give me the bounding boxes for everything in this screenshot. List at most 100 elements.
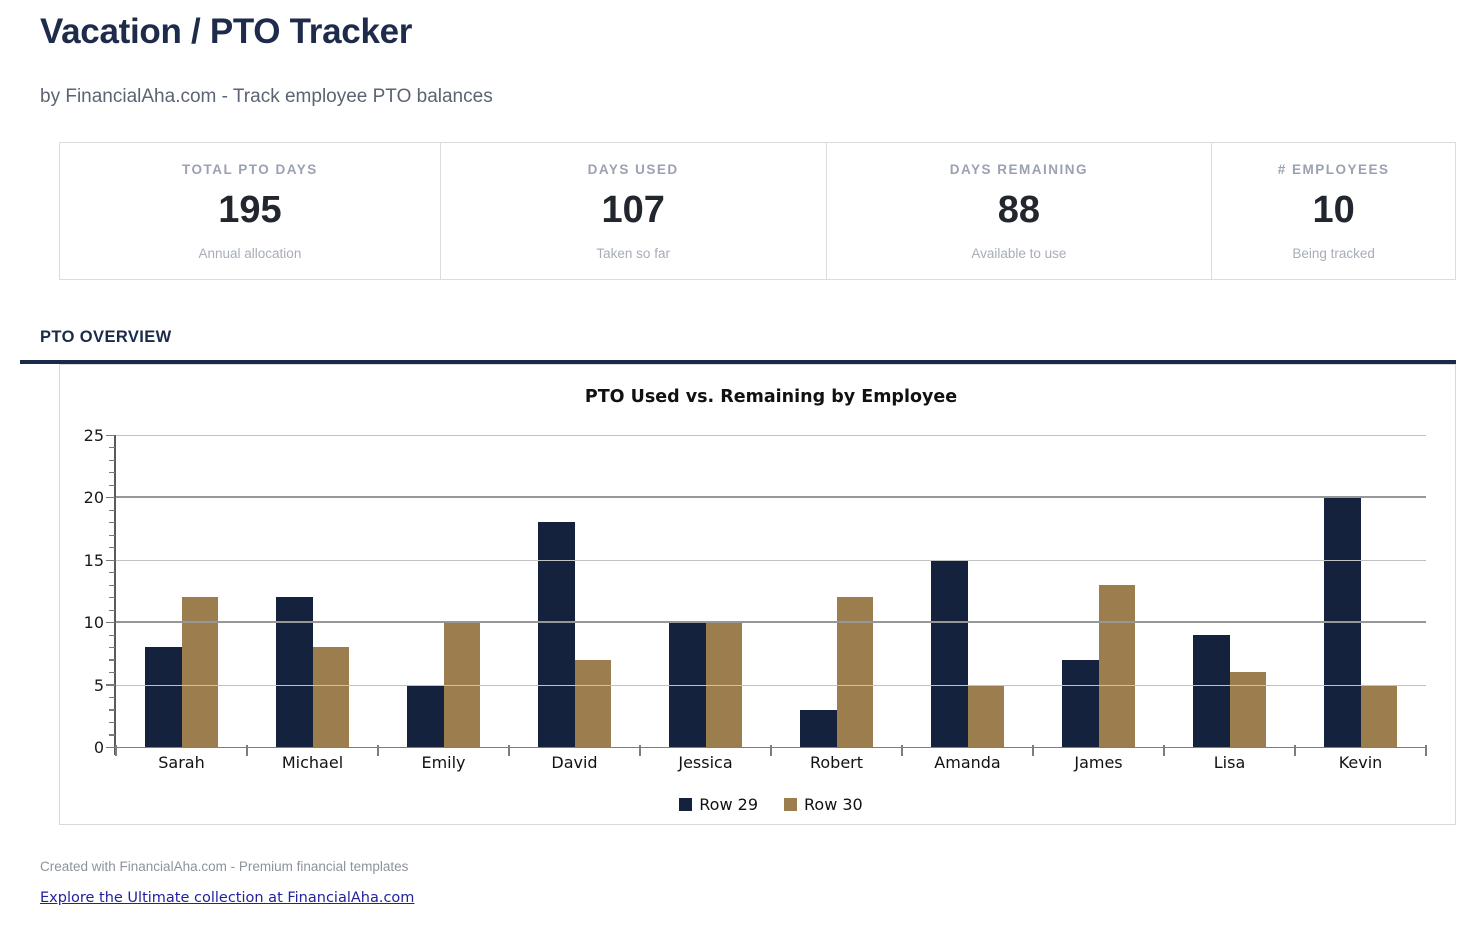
y-gridline bbox=[116, 621, 1426, 624]
x-boundary-tick bbox=[639, 745, 641, 756]
x-boundary-tick bbox=[770, 745, 772, 756]
stat-card-days-used: DAYS USED 107 Taken so far bbox=[441, 143, 827, 279]
y-tick-label: 25 bbox=[83, 426, 104, 445]
footer-link[interactable]: Explore the Ultimate collection at Finan… bbox=[40, 890, 415, 906]
y-tick-label: 10 bbox=[83, 613, 104, 633]
stat-card-employee-count: # EMPLOYEES 10 Being tracked bbox=[1212, 143, 1455, 279]
stats-row: TOTAL PTO DAYS 195 Annual allocation DAY… bbox=[59, 142, 1456, 280]
bar bbox=[312, 647, 350, 747]
stat-value: 195 bbox=[218, 188, 282, 231]
y-minor-tick bbox=[109, 509, 115, 511]
stat-label: DAYS REMAINING bbox=[949, 161, 1089, 177]
stat-card-days-remaining: DAYS REMAINING 88 Available to use bbox=[827, 143, 1213, 279]
y-axis-spine bbox=[114, 435, 116, 755]
bar-group bbox=[509, 435, 640, 747]
y-minor-tick bbox=[109, 572, 115, 574]
stat-sublabel: Available to use bbox=[971, 245, 1067, 261]
y-gridline bbox=[116, 684, 1426, 686]
x-label: Jessica bbox=[678, 753, 733, 772]
bar-group bbox=[771, 435, 902, 747]
y-minor-tick bbox=[109, 472, 115, 474]
bar bbox=[181, 597, 219, 747]
y-tick-label: 0 bbox=[93, 738, 104, 757]
stat-label: # EMPLOYEES bbox=[1277, 161, 1390, 177]
bar-group bbox=[640, 435, 771, 747]
y-tick-label: 20 bbox=[83, 488, 104, 508]
bar bbox=[1098, 584, 1136, 747]
y-minor-tick bbox=[109, 734, 115, 736]
y-minor-tick bbox=[109, 534, 115, 536]
legend-item: Row 30 bbox=[784, 795, 863, 814]
stat-label: DAYS USED bbox=[587, 161, 679, 177]
chart-plot-area: 0 5 10 15 20 25 bbox=[84, 426, 1427, 757]
page-subtitle: by FinancialAha.com - Track employee PTO… bbox=[40, 86, 493, 107]
bar bbox=[705, 622, 743, 747]
y-gridline bbox=[116, 496, 1426, 499]
x-label: Kevin bbox=[1338, 753, 1383, 772]
bar bbox=[930, 559, 968, 747]
bar-group bbox=[902, 435, 1033, 747]
x-label: Lisa bbox=[1213, 753, 1246, 772]
bar bbox=[668, 622, 706, 747]
bar bbox=[1061, 659, 1099, 747]
y-minor-tick bbox=[109, 522, 115, 524]
x-boundary-tick bbox=[115, 745, 117, 756]
y-minor-tick bbox=[109, 447, 115, 449]
y-major-tick bbox=[106, 622, 115, 624]
y-gridline bbox=[116, 435, 1426, 436]
y-major-tick bbox=[106, 684, 115, 686]
y-minor-tick bbox=[109, 597, 115, 599]
bar bbox=[836, 597, 874, 747]
y-major-tick bbox=[106, 559, 115, 561]
stat-sublabel: Being tracked bbox=[1292, 245, 1375, 261]
legend-item: Row 29 bbox=[679, 795, 758, 814]
chart-title: PTO Used vs. Remaining by Employee bbox=[584, 387, 958, 407]
x-label: Emily bbox=[421, 753, 466, 772]
pto-chart-card: PTO Used vs. Remaining by Employee 0 5 10 1… bbox=[59, 364, 1456, 825]
y-tick-label: 15 bbox=[83, 550, 104, 570]
x-label: Amanda bbox=[934, 753, 1001, 772]
bar-groups bbox=[116, 435, 1426, 747]
bar bbox=[1229, 672, 1267, 747]
bar bbox=[406, 684, 444, 747]
legend-swatch bbox=[784, 798, 797, 811]
stat-card-total-pto: TOTAL PTO DAYS 195 Annual allocation bbox=[60, 143, 441, 279]
y-minor-tick bbox=[109, 609, 115, 611]
legend-label: Row 29 bbox=[699, 795, 758, 814]
stat-label: TOTAL PTO DAYS bbox=[182, 161, 318, 177]
x-label: David bbox=[551, 753, 598, 772]
bar bbox=[574, 659, 612, 747]
x-label: Michael bbox=[281, 753, 344, 772]
x-label: Sarah bbox=[158, 753, 205, 772]
x-boundary-tick bbox=[508, 745, 510, 756]
y-minor-tick bbox=[109, 671, 115, 674]
bar-group bbox=[378, 435, 509, 747]
bar-group bbox=[247, 435, 378, 747]
stat-value: 107 bbox=[601, 188, 665, 231]
x-axis-labels: Sarah Michael Emily David Jessica Robert Amand… bbox=[116, 753, 1426, 772]
stat-value: 10 bbox=[1312, 188, 1355, 231]
y-minor-tick bbox=[109, 721, 115, 724]
bar-group bbox=[1033, 435, 1164, 747]
x-label: James bbox=[1074, 753, 1123, 772]
y-gridline bbox=[116, 559, 1426, 561]
stat-value: 88 bbox=[997, 188, 1041, 231]
y-minor-tick bbox=[109, 584, 115, 586]
bar bbox=[799, 709, 837, 747]
y-minor-tick bbox=[109, 696, 115, 699]
x-boundary-tick bbox=[1163, 745, 1165, 756]
section-title-pto-overview: PTO OVERVIEW bbox=[40, 328, 172, 346]
bar bbox=[275, 597, 313, 747]
y-minor-tick bbox=[109, 709, 115, 711]
bar-group bbox=[1295, 435, 1426, 747]
x-boundary-tick bbox=[1032, 745, 1034, 756]
y-minor-tick bbox=[109, 547, 115, 549]
bar bbox=[144, 647, 182, 747]
y-minor-tick bbox=[109, 659, 115, 661]
y-minor-tick bbox=[109, 634, 115, 636]
bar bbox=[1192, 634, 1230, 747]
x-boundary-tick bbox=[1294, 745, 1296, 756]
bar bbox=[537, 522, 575, 747]
x-label: Robert bbox=[809, 753, 864, 772]
legend-swatch bbox=[679, 798, 693, 811]
